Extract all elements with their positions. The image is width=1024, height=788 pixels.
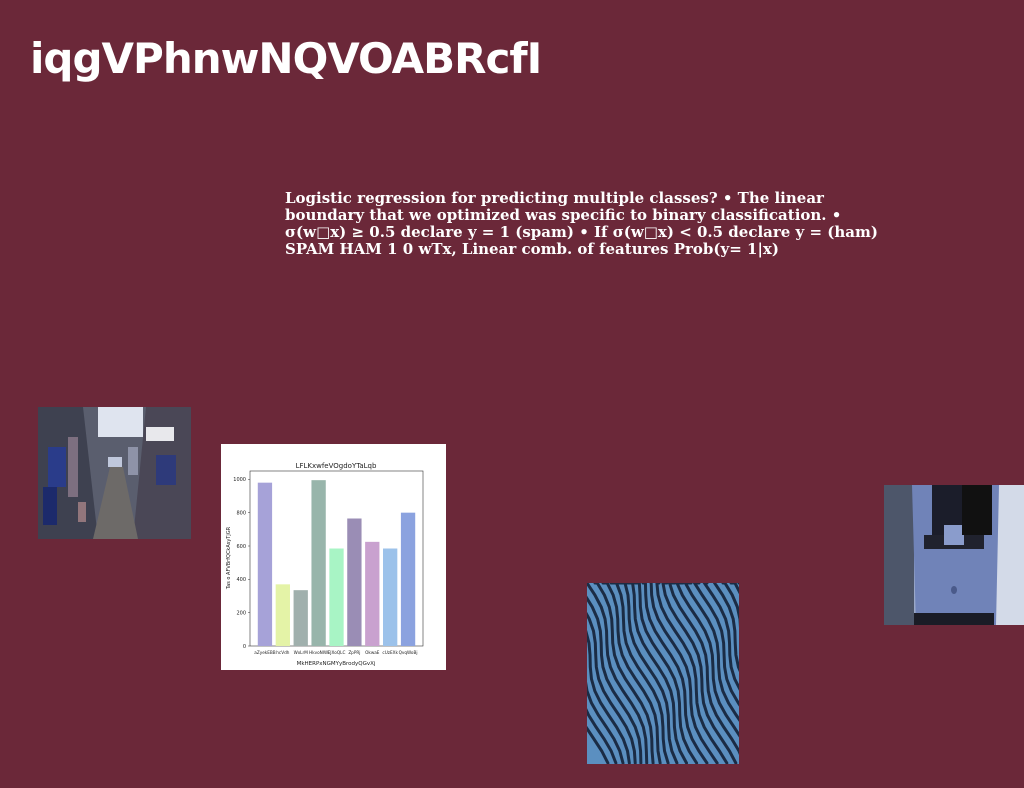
sand-ripple (667, 583, 739, 755)
bar-HkvoNIW (311, 480, 326, 646)
y-tick-label: 800 (236, 510, 246, 516)
sand-ripple (587, 708, 618, 764)
x-tick-label: QvqWoBj (399, 650, 418, 655)
sand-ripple (641, 583, 709, 764)
sand-ripple (702, 583, 739, 691)
sand-ripple (683, 583, 739, 722)
sand-ripple (587, 681, 625, 764)
sand-ripple (721, 583, 739, 629)
sand-ripple (649, 583, 719, 764)
bar-WxLrM (293, 590, 308, 646)
x-tick-label: aZyekEBB (254, 650, 275, 655)
x-tick-label: hcVdh (276, 650, 289, 655)
y-tick-label: 0 (243, 644, 246, 650)
x-tick-label: OkwaE (365, 650, 380, 655)
sand-ripple (633, 583, 699, 764)
sand-ripple (609, 583, 670, 764)
x-axis-label: MkHERPxNGMYyBrodyQGvXj (297, 661, 376, 667)
sand-ripple (601, 583, 662, 764)
bar-cUzEXk (383, 548, 398, 646)
sand-ripple (587, 611, 637, 764)
chart-title: LFLKxwfeVOgdoYTaLqb (296, 462, 377, 470)
bar-aZyekEBB (257, 482, 273, 646)
sand-ripple (655, 583, 729, 764)
person-photo (884, 485, 1024, 625)
sand-ripple (625, 583, 689, 764)
slide-body-text: Logistic regression for predicting multi… (285, 189, 878, 258)
bar-ZpPRj (347, 518, 362, 646)
x-tick-label: cUzEXk (382, 650, 398, 655)
x-tick-label: EJXoQLC (328, 650, 346, 655)
bar-hcVdh (275, 584, 290, 646)
slide-title: iqgVPhnwNQVOABRcfI (30, 34, 542, 83)
y-tick-label: 200 (236, 610, 246, 616)
sand-ripple (675, 583, 739, 738)
sand-ripple (587, 583, 649, 764)
sand-ripple (712, 583, 739, 673)
sand-ripple (617, 583, 679, 764)
y-tick-label: 1000 (233, 477, 246, 483)
bar-EJXoQLC (329, 548, 344, 646)
bar-QvqWoBj (400, 512, 416, 646)
sand-ripple (587, 725, 610, 764)
x-tick-label: ZpPRj (348, 650, 360, 655)
x-tick-label: HkvoNIW (309, 650, 328, 655)
bar-OkwaE (365, 541, 380, 646)
y-axis-label: Tas o AFVBrfQCkAsyTjGR (226, 526, 232, 590)
bar-chart: LFLKxwfeVOgdoYTaLqb 0 200 400 600 800 1000 aZ… (221, 444, 446, 670)
sand-dune-photo (587, 583, 739, 764)
y-tick-label: 400 (236, 577, 246, 583)
y-tick-label: 600 (236, 544, 246, 550)
sand-ripple (593, 583, 655, 764)
sand-ripple (692, 583, 739, 707)
sand-ripple (661, 583, 738, 764)
street-photo (38, 407, 191, 539)
sand-ripple (587, 595, 643, 764)
x-tick-label: WxLrM (294, 650, 309, 655)
sand-ripple (587, 630, 631, 764)
